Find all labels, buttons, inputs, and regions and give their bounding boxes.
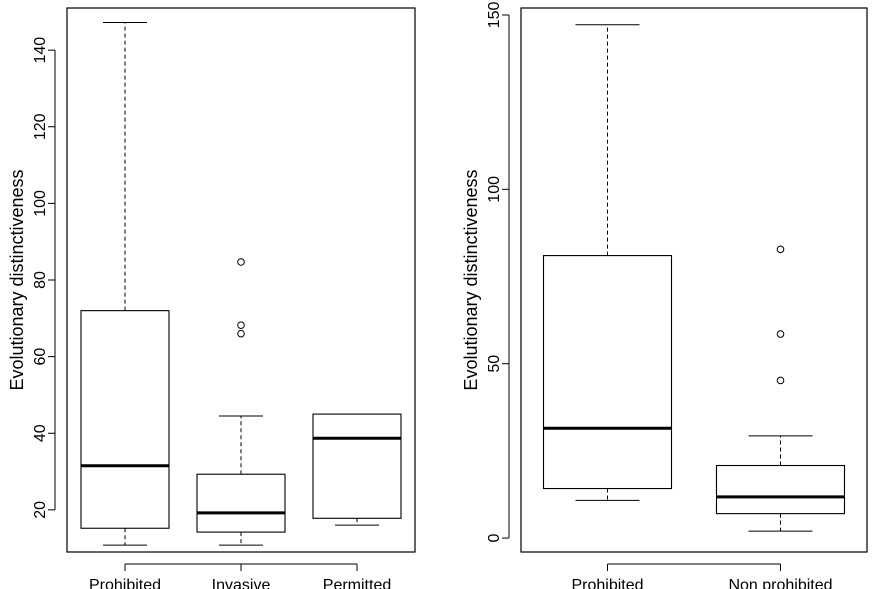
x-tick-label: Prohibited bbox=[571, 577, 643, 589]
box-iqr bbox=[196, 473, 286, 533]
box-iqr bbox=[715, 464, 846, 515]
outlier-point bbox=[776, 330, 785, 338]
y-tick-label: 50 bbox=[486, 355, 503, 373]
y-tick-label: 60 bbox=[32, 348, 49, 366]
plot-frame bbox=[520, 7, 868, 553]
outlier-point bbox=[237, 321, 245, 330]
plot-frame bbox=[66, 7, 416, 553]
outlier-point bbox=[776, 376, 785, 385]
x-tick-label: Permitted bbox=[323, 577, 391, 589]
box-iqr bbox=[80, 310, 170, 529]
y-tick-label: 150 bbox=[486, 2, 503, 29]
y-axis-title: Evolutionary distinctiveness bbox=[461, 169, 481, 390]
y-tick-label: 20 bbox=[32, 501, 49, 519]
x-tick-label: Non prohibited bbox=[728, 577, 832, 589]
y-tick-label: 100 bbox=[32, 190, 49, 217]
y-tick-label: 0 bbox=[486, 534, 503, 543]
x-tick-label: Prohibited bbox=[89, 577, 161, 589]
y-tick-label: 120 bbox=[32, 113, 49, 140]
y-tick-label: 140 bbox=[32, 37, 49, 64]
outlier-point bbox=[776, 245, 785, 254]
x-tick-label: Invasive bbox=[212, 577, 271, 589]
outlier-point bbox=[237, 258, 245, 266]
y-tick-label: 40 bbox=[32, 424, 49, 442]
y-tick-label: 100 bbox=[486, 176, 503, 203]
box-iqr bbox=[312, 413, 402, 519]
panel-right: 0 50 100 150 Evolutionary distinctiveness Pro… bbox=[461, 2, 868, 589]
outlier-point bbox=[237, 329, 245, 338]
y-tick-label: 80 bbox=[32, 271, 49, 289]
box-iqr bbox=[542, 255, 673, 490]
y-axis-title: Evolutionary distinctiveness bbox=[7, 169, 27, 390]
panel-left: 20 40 60 80 100 120 140 Evolutionary distinctiv… bbox=[7, 7, 416, 589]
